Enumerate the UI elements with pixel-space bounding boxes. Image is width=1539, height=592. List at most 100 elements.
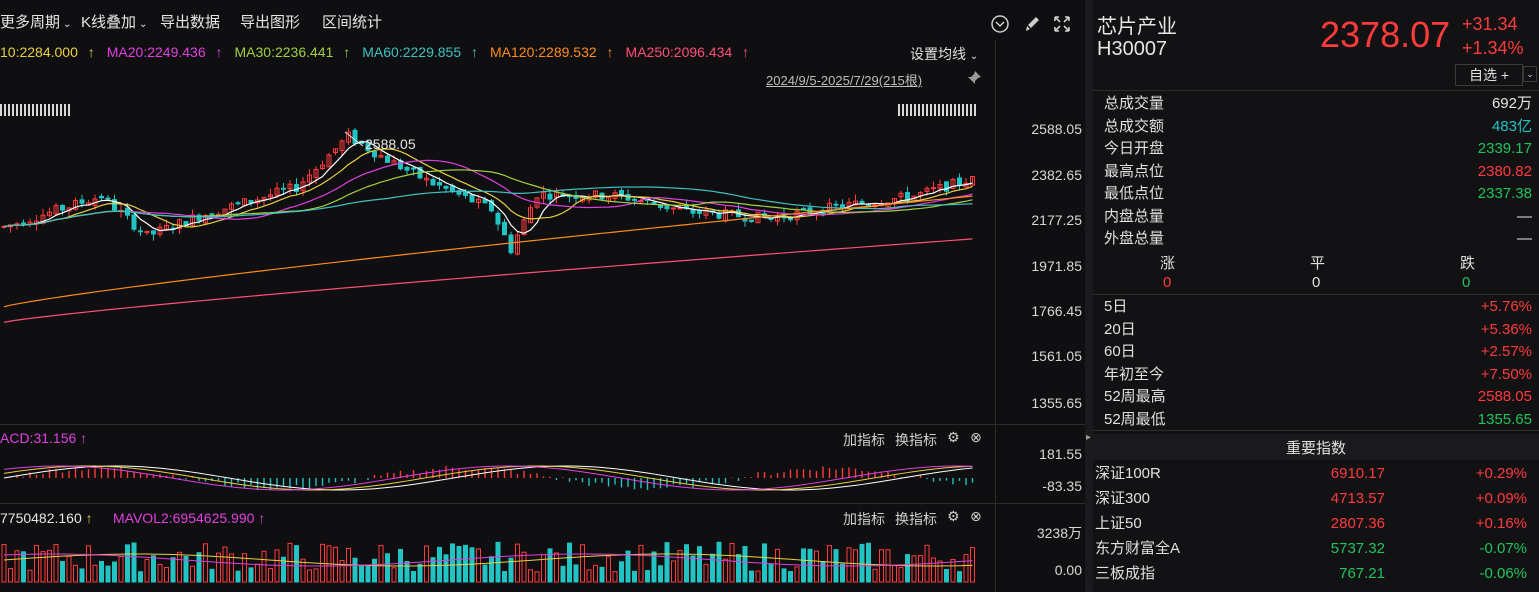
index-name: 三板成指 <box>1095 565 1156 582</box>
volume-bar <box>788 571 793 583</box>
vol-switch-indicator[interactable]: 换指标 <box>895 511 937 527</box>
candle <box>248 199 254 204</box>
index-row[interactable]: 深证300 4713.57 +0.09% <box>1095 487 1535 511</box>
brush-icon[interactable] <box>1022 14 1042 34</box>
index-pct: +0.29% <box>1475 465 1527 482</box>
perf-key: 5日 <box>1104 298 1128 315</box>
volume-bar <box>690 555 696 583</box>
index-row[interactable]: 东方财富全A 5737.32 -0.07% <box>1095 537 1535 561</box>
candle <box>333 148 338 153</box>
chart-toolbar: 更多周期 ⌄ K线叠加 ⌄ 导出数据 导出图形 区间统计 <box>0 8 1085 38</box>
volume-bar <box>970 547 975 583</box>
volume-bar <box>209 568 215 583</box>
mavol-line <box>3 553 973 567</box>
export-chart-button[interactable]: 导出图形 <box>240 14 301 31</box>
macd-switch-indicator[interactable]: 换指标 <box>895 432 937 448</box>
more-period-menu[interactable]: 更多周期 ⌄ <box>0 8 71 38</box>
candle <box>313 168 319 178</box>
ma60-value: MA60:2229.855 ↑ <box>362 44 478 60</box>
splitter-arrow-icon[interactable]: ▸ <box>1086 432 1092 443</box>
volume-bar <box>437 546 442 583</box>
volume-bar <box>183 555 189 583</box>
candle <box>950 179 956 190</box>
candle <box>105 197 111 200</box>
candle <box>521 219 527 236</box>
volume-bar <box>736 554 741 583</box>
volume-bar <box>840 563 845 583</box>
candle <box>138 230 143 233</box>
macd-add-indicator[interactable]: 加指标 <box>843 432 885 448</box>
date-range-label[interactable]: 2024/9/5-2025/7/29(215根) <box>766 73 923 88</box>
volume-bar <box>560 565 566 583</box>
add-watchlist-button[interactable]: 自选 + <box>1455 64 1523 86</box>
perf-key: 60日 <box>1104 343 1136 360</box>
ma10-value: 10:2284.000 ↑ <box>0 44 95 60</box>
candle <box>495 212 501 225</box>
volume-bar <box>716 541 722 583</box>
stat-value: 2337.38 <box>1477 185 1532 202</box>
perf-row: 年初至今 +7.50% <box>1104 364 1532 386</box>
fullscreen-icon[interactable] <box>1052 14 1072 34</box>
perf-row: 5日 +5.76% <box>1104 296 1532 318</box>
chevron-down-icon[interactable]: ⌄ <box>1523 66 1537 82</box>
kline-chart[interactable] <box>0 60 1000 425</box>
volume-bar <box>918 555 923 583</box>
candle <box>547 193 553 200</box>
volume-bar <box>781 568 787 583</box>
volume-bar <box>86 545 91 583</box>
volume-bar <box>651 551 657 583</box>
volume-bar <box>612 571 618 583</box>
macd-line <box>3 465 973 491</box>
pin-icon[interactable] <box>966 70 982 89</box>
volume-bar <box>528 569 533 583</box>
stat-key: 总成交量 <box>1104 95 1165 112</box>
index-row[interactable]: 深证100R 6910.17 +0.29% <box>1095 462 1535 486</box>
candle <box>541 191 546 199</box>
set-ma-button[interactable]: 设置均线 ⌄ <box>910 46 979 62</box>
up-label: 涨 <box>1160 255 1176 272</box>
volume-bar <box>703 563 709 583</box>
stat-row: 最低点位 2337.38 <box>1104 183 1532 205</box>
stat-row: 今日开盘 2339.17 <box>1104 138 1532 160</box>
volume-bar <box>339 560 345 583</box>
vol-axis-bottom: 0.00 <box>1054 562 1082 578</box>
ma120-line <box>3 195 973 308</box>
gear-icon[interactable]: ⚙ <box>947 429 960 445</box>
perf-key: 52周最低 <box>1104 410 1166 428</box>
divider <box>1093 90 1539 91</box>
candle <box>372 151 377 158</box>
range-stats-button[interactable]: 区间统计 <box>322 14 383 31</box>
volume-bar <box>404 561 410 583</box>
volume-bar <box>599 566 605 583</box>
gear-icon[interactable]: ⚙ <box>947 508 960 524</box>
volume-bar <box>866 542 871 583</box>
candle <box>79 199 85 204</box>
volume-bar <box>632 570 637 583</box>
candle <box>177 219 182 229</box>
export-data-button[interactable]: 导出数据 <box>160 14 221 31</box>
volume-bar <box>489 556 494 583</box>
index-row[interactable]: 上证50 2807.36 +0.16% <box>1095 512 1535 536</box>
volume-bar <box>898 567 904 583</box>
ma-line <box>3 141 973 234</box>
index-pct: -0.06% <box>1479 565 1527 582</box>
volume-bar <box>196 552 202 583</box>
vol-axis-top: 3238万 <box>1036 525 1082 541</box>
ma250-line <box>3 238 973 323</box>
volume-bar <box>508 557 514 583</box>
perf-value: +2.57% <box>1480 343 1532 360</box>
perf-value: +7.50% <box>1480 365 1532 383</box>
candle <box>151 230 156 235</box>
volume-bar <box>99 560 104 583</box>
vol-add-indicator[interactable]: 加指标 <box>843 511 885 527</box>
volume-bar <box>352 557 358 583</box>
close-icon[interactable]: ⊗ <box>970 508 982 524</box>
collapse-circle-icon[interactable] <box>990 14 1010 34</box>
candle <box>339 140 345 152</box>
splitter[interactable] <box>1085 0 1093 592</box>
volume-bar <box>658 565 663 583</box>
close-icon[interactable]: ⊗ <box>970 429 982 445</box>
index-row[interactable]: 三板成指 767.21 -0.06% <box>1095 562 1535 586</box>
kline-overlay-menu[interactable]: K线叠加 ⌄ <box>81 8 147 38</box>
stat-row: 总成交额 483亿 <box>1104 116 1532 138</box>
